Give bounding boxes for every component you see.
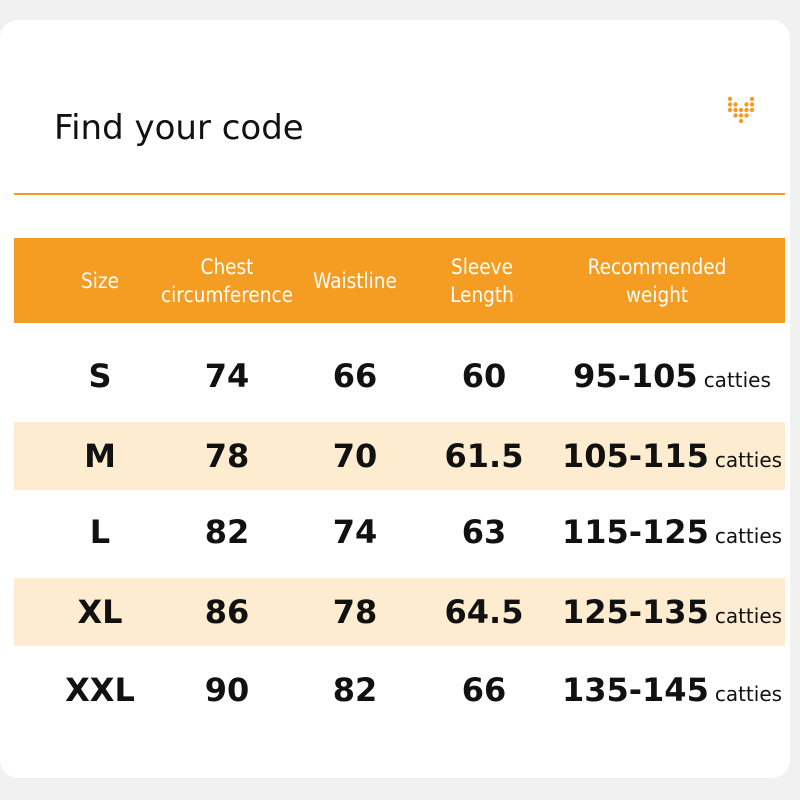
divider bbox=[14, 193, 785, 195]
cell-weight: 135-145 catties bbox=[559, 656, 785, 724]
header-sleeve: Sleeve Length bbox=[450, 254, 514, 307]
header-waistline: Waistline bbox=[313, 268, 397, 293]
logo-dot bbox=[738, 107, 744, 113]
table-header: Size Chest circumference Waistline Sleev… bbox=[14, 238, 785, 323]
cell-sleeve-value: 61.5 bbox=[444, 437, 524, 475]
header-weight: Recommended weight bbox=[587, 254, 727, 307]
logo-dot bbox=[733, 113, 738, 118]
unit-label: catties bbox=[714, 524, 783, 548]
cell-size-value: XXL bbox=[65, 671, 135, 709]
cell-waist-value: 70 bbox=[332, 437, 378, 475]
cell-weight: 95-105 catties bbox=[559, 342, 785, 410]
page-title: Find your code bbox=[54, 108, 304, 148]
header-size: Size bbox=[81, 268, 119, 293]
logo-dot bbox=[733, 107, 738, 113]
logo-dot bbox=[733, 102, 738, 107]
logo-dot bbox=[744, 102, 749, 107]
cell-waist: 78 bbox=[294, 578, 416, 646]
cell-waist: 74 bbox=[294, 498, 416, 566]
cell-chest-value: 74 bbox=[204, 357, 250, 395]
unit-label: catties bbox=[703, 368, 771, 392]
logo-dot bbox=[727, 96, 733, 102]
cell-chest: 82 bbox=[164, 498, 290, 566]
size-chart-card bbox=[0, 20, 790, 778]
cell-sleeve: 60 bbox=[424, 342, 544, 410]
cell-waist: 82 bbox=[294, 656, 416, 724]
cell-sleeve: 66 bbox=[424, 656, 544, 724]
unit-label: catties bbox=[714, 682, 783, 706]
cell-waist-value: 82 bbox=[332, 671, 378, 709]
header-chest: Chest circumference bbox=[160, 254, 294, 307]
cell-size: M bbox=[50, 422, 150, 490]
cell-sleeve-value: 66 bbox=[461, 671, 507, 709]
cell-chest: 74 bbox=[164, 342, 290, 410]
cell-size: S bbox=[50, 342, 150, 410]
cell-sleeve-value: 60 bbox=[461, 357, 507, 395]
unit-label: catties bbox=[714, 448, 783, 472]
cell-weight: 105-115 catties bbox=[559, 422, 785, 490]
cell-sleeve: 64.5 bbox=[424, 578, 544, 646]
logo-dot bbox=[727, 102, 733, 107]
cell-waist-value: 78 bbox=[332, 593, 378, 631]
cell-weight-value: 125-135 bbox=[561, 593, 709, 631]
table-row: M 78 70 61.5 105-115 catties bbox=[14, 422, 785, 490]
logo-dot bbox=[749, 102, 755, 107]
cell-weight-value: 95-105 bbox=[573, 357, 698, 395]
logo-dot bbox=[749, 107, 755, 113]
cell-size-value: XL bbox=[77, 593, 123, 631]
cell-waist: 70 bbox=[294, 422, 416, 490]
cell-weight-value: 115-125 bbox=[561, 513, 709, 551]
logo-dot bbox=[738, 118, 744, 124]
cell-size: L bbox=[50, 498, 150, 566]
cell-sleeve: 63 bbox=[424, 498, 544, 566]
cell-size: XXL bbox=[50, 656, 150, 724]
cell-sleeve: 61.5 bbox=[424, 422, 544, 490]
table-row: XL 86 78 64.5 125-135 catties bbox=[14, 578, 785, 646]
cell-size-value: S bbox=[88, 357, 112, 395]
cell-chest-value: 82 bbox=[204, 513, 250, 551]
cell-chest: 78 bbox=[164, 422, 290, 490]
cell-chest-value: 90 bbox=[204, 671, 250, 709]
cell-waist-value: 74 bbox=[332, 513, 378, 551]
cell-waist-value: 66 bbox=[332, 357, 378, 395]
table-row: S 74 66 60 95-105 catties bbox=[14, 342, 785, 410]
logo-dot bbox=[727, 107, 733, 113]
cell-weight-value: 135-145 bbox=[561, 671, 709, 709]
cell-chest: 90 bbox=[164, 656, 290, 724]
brand-logo-icon bbox=[727, 96, 755, 124]
table-row: L 82 74 63 115-125 catties bbox=[14, 498, 785, 566]
cell-waist: 66 bbox=[294, 342, 416, 410]
unit-label: catties bbox=[714, 604, 783, 628]
cell-weight: 125-135 catties bbox=[559, 578, 785, 646]
cell-size-value: L bbox=[89, 513, 111, 551]
cell-sleeve-value: 64.5 bbox=[444, 593, 524, 631]
cell-chest-value: 78 bbox=[204, 437, 250, 475]
cell-weight: 115-125 catties bbox=[559, 498, 785, 566]
cell-sleeve-value: 63 bbox=[461, 513, 507, 551]
cell-size-value: M bbox=[84, 437, 116, 475]
logo-dot bbox=[749, 96, 755, 102]
logo-dot bbox=[744, 107, 749, 113]
cell-chest-value: 86 bbox=[204, 593, 250, 631]
logo-dot bbox=[738, 113, 744, 118]
cell-weight-value: 105-115 bbox=[561, 437, 709, 475]
logo-dot bbox=[744, 113, 749, 118]
cell-chest: 86 bbox=[164, 578, 290, 646]
cell-size: XL bbox=[50, 578, 150, 646]
table-row: XXL 90 82 66 135-145 catties bbox=[14, 656, 785, 724]
